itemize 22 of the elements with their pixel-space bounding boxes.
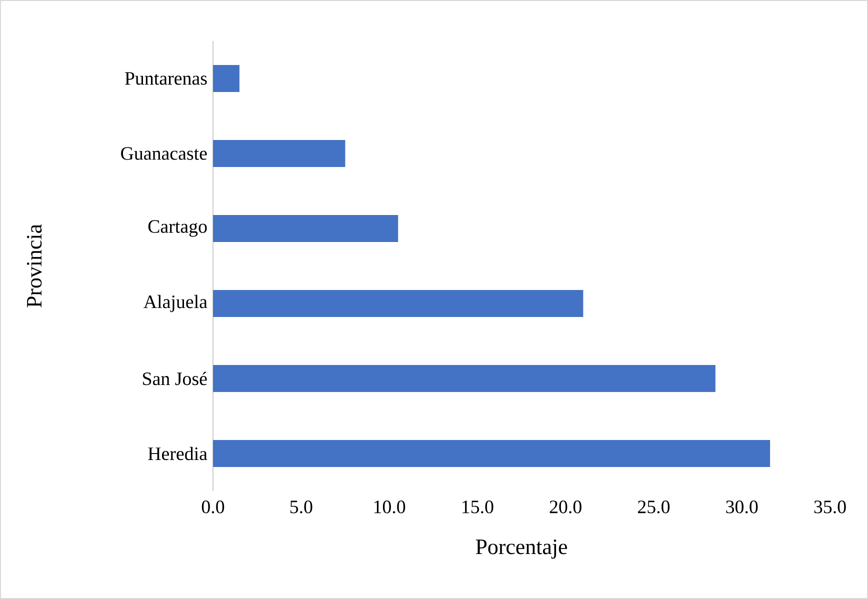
x-tick-label: 30.0 [726, 500, 758, 514]
bar [213, 290, 584, 317]
y-tick-label: Puntarenas [124, 72, 207, 85]
x-tick-label: 25.0 [638, 500, 670, 514]
bar [213, 140, 346, 167]
x-axis-title: Porcentaje [476, 540, 568, 559]
y-tick-label: Guanacaste [121, 147, 207, 160]
y-tick-label: Alajuela [144, 294, 208, 312]
y-tick-label: Cartago [148, 220, 207, 237]
bar [213, 364, 716, 392]
x-tick-label: 10.0 [374, 500, 406, 514]
x-tick-label: 0.0 [202, 500, 224, 514]
bar [213, 64, 240, 92]
x-tick-label: 20.0 [550, 500, 582, 514]
y-axis-title: Provincia [26, 224, 42, 308]
y-tick-label: Heredia [148, 446, 208, 460]
x-tick-label: 15.0 [462, 500, 494, 514]
x-tick-label: 5.0 [290, 500, 312, 514]
x-tick-label: 35.0 [814, 500, 846, 514]
y-tick-label: San José [143, 372, 207, 386]
bar [213, 440, 770, 467]
bar [213, 214, 398, 242]
